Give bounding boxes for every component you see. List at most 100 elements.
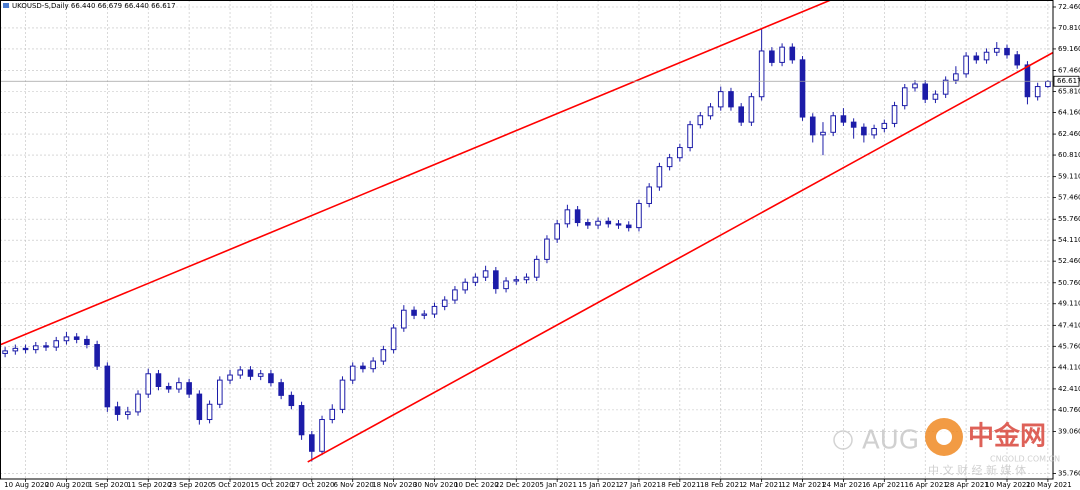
- y-tick-label: 35.760: [1058, 469, 1080, 477]
- y-tick-label: 59.110: [1058, 173, 1080, 181]
- candle-body: [431, 305, 438, 315]
- grid: [0, 0, 1053, 479]
- candle-body: [942, 79, 949, 95]
- candle-body: [114, 406, 121, 415]
- candle-body: [104, 365, 111, 408]
- x-tick-label: 27 Oct 2020: [291, 481, 334, 489]
- x-tick-label: 22 Dec 2020: [495, 481, 540, 489]
- x-tick-label: 5 Jan 2021: [539, 481, 577, 489]
- x-tick-label: 6 Apr 2021: [866, 481, 905, 489]
- y-tick-label: 60.810: [1058, 151, 1080, 159]
- candle-body: [840, 115, 847, 123]
- candle-body: [329, 408, 336, 421]
- last-price-label: 66.617: [1057, 77, 1080, 85]
- x-tick-label: 28 Apr 2021: [945, 481, 988, 489]
- candle-body: [523, 276, 530, 281]
- candle-body: [298, 405, 305, 436]
- candle-body: [850, 121, 857, 128]
- plot-frame: [0, 0, 1054, 480]
- candle-body: [390, 327, 397, 351]
- candle-body: [891, 105, 898, 124]
- x-tick-label: 23 Sep 2020: [168, 481, 212, 489]
- candle-body: [309, 434, 315, 452]
- y-tick-label: 45.760: [1058, 342, 1080, 350]
- y-tick-label: 52.460: [1058, 257, 1080, 265]
- candle-body: [717, 91, 724, 108]
- x-tick-label: 6 Nov 2020: [334, 481, 374, 489]
- candle-body: [186, 382, 192, 395]
- candle-body: [278, 382, 284, 396]
- watermark-slogan: 中 文 财 经 新 媒 体: [928, 463, 1026, 477]
- x-tick-label: 5 Oct 2020: [212, 481, 251, 489]
- last-price-box: [1053, 75, 1080, 87]
- candle-body: [738, 106, 744, 123]
- candle-body: [533, 258, 540, 278]
- candle-body: [544, 238, 550, 260]
- x-tick-label: 20 May 2021: [1026, 481, 1072, 489]
- candle-body: [462, 281, 468, 291]
- y-tick-label: 54.110: [1058, 236, 1080, 244]
- candle-body: [585, 222, 591, 226]
- y-tick-label: 39.060: [1058, 427, 1080, 435]
- symbol-icon: [3, 3, 9, 8]
- x-tick-label: 16 Apr 2021: [905, 481, 948, 489]
- candle-body: [953, 73, 959, 81]
- candle-body: [401, 309, 407, 329]
- candle-body: [707, 106, 714, 117]
- candle-body: [901, 87, 908, 107]
- candle-body: [983, 51, 990, 61]
- candle-body: [789, 46, 796, 61]
- candle-body: [932, 93, 939, 100]
- candle-body: [922, 83, 929, 100]
- x-tick-label: 12 Mar 2021: [781, 481, 825, 489]
- candle-body: [165, 385, 172, 390]
- plot: [0, 0, 1053, 463]
- candle-body: [830, 115, 836, 133]
- candle-body: [63, 336, 70, 342]
- candle-body: [247, 369, 254, 377]
- candle-body: [513, 279, 520, 282]
- y-tick-label: 47.410: [1058, 321, 1080, 329]
- candle-body: [554, 223, 560, 240]
- candle-body: [482, 270, 489, 278]
- candle-body: [574, 209, 581, 224]
- candle-body: [748, 96, 755, 123]
- x-tick-label: 18 Nov 2020: [372, 481, 417, 489]
- y-tick-label: 69.160: [1058, 45, 1080, 53]
- x-tick-label: 27 Jan 2021: [619, 481, 661, 489]
- candle-body: [1024, 64, 1031, 98]
- candle-body: [441, 299, 448, 307]
- candle-body: [677, 147, 683, 159]
- x-tick-label: 24 Mar 2021: [822, 481, 866, 489]
- y-tick-label: 44.110: [1058, 363, 1080, 371]
- watermark: AUG 中金网 CNGOLD.COM.CN 中 文 财 经 新 媒 体: [833, 418, 1060, 477]
- candle-body: [452, 289, 458, 301]
- candle-body: [12, 347, 19, 352]
- candle-body: [135, 393, 141, 413]
- x-tick-label: 15 Jan 2021: [578, 481, 620, 489]
- axes: 72.460 70.810 69.160 67.460 65.810 64.160 62.4…: [4, 3, 1080, 489]
- candle-body: [871, 127, 877, 136]
- candle-body: [155, 373, 162, 387]
- candle-body: [421, 313, 428, 316]
- y-tick-label: 67.460: [1058, 67, 1080, 75]
- candle-body: [881, 122, 888, 129]
- watermark-site: 中金网: [968, 421, 1046, 452]
- candle-body: [196, 393, 203, 421]
- candle-body: [145, 373, 152, 395]
- candle-body: [1034, 86, 1041, 98]
- candle-body: [993, 47, 1000, 53]
- y-tick-label: 55.760: [1058, 215, 1080, 223]
- candle-body: [206, 403, 213, 421]
- watermark-icon: [833, 430, 853, 450]
- y-tick-label: 72.460: [1058, 3, 1080, 11]
- candle-body: [769, 50, 775, 63]
- candle-body: [237, 369, 244, 376]
- y-tick-label: 65.810: [1058, 88, 1080, 96]
- candle-body: [666, 157, 673, 168]
- candle-body: [605, 220, 612, 225]
- candle-body: [94, 344, 100, 367]
- candle-body: [656, 166, 663, 188]
- candle-body: [799, 59, 806, 118]
